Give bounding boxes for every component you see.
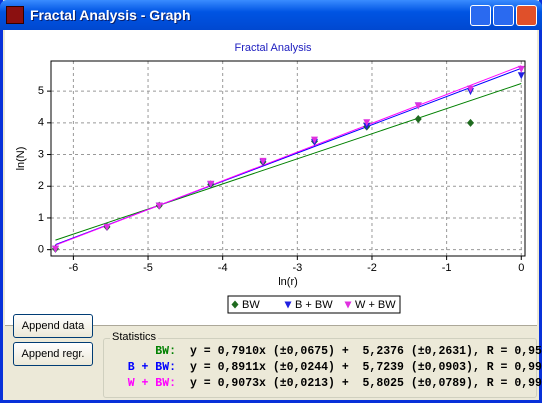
legend-label: W + BW [355,299,396,311]
stat-row: B + BW: y = 0,8911x (±0,0244) + 5,7239 (±… [104,361,542,377]
stat-row: BW: y = 0,7910x (±0,0675) + 5,2376 (±0,26… [104,345,542,361]
x-axis-label: ln(r) [278,276,298,288]
chart: Fractal Analysis -6 -5 -4 -3 -2 -1 0 0 1 2 3 4 5 ln(r)… [15,42,526,314]
stat-label: BW: [155,345,176,358]
stat-formula: y = 0,9073x (±0,0213) + 5,8025 (±0,0789)… [190,377,542,390]
y-tick-label: 3 [38,148,44,160]
point [467,85,475,93]
legend-box [227,295,401,314]
point [414,102,422,110]
legend-marker [344,301,352,309]
chart-panel: Fractal Analysis -6 -5 -4 -3 -2 -1 0 0 1 2 3 4 5 ln(r)… [5,30,537,326]
regression-line [55,65,522,246]
y-tick-label: 4 [38,117,44,129]
stat-formula: y = 0,8911x (±0,0244) + 5,7239 (±0,0903)… [190,361,542,374]
point [414,115,422,124]
x-tick-label: -2 [367,262,377,274]
minimize-button[interactable] [470,5,491,26]
point [517,72,525,80]
stat-label: W + BW: [127,377,176,390]
y-tick-label: 2 [38,180,44,192]
x-tick-label: -1 [442,262,452,274]
point [207,180,215,188]
statistics-group: Statistics BW: y = 0,7910x (±0,0675) + 5,… [103,331,542,398]
close-button[interactable] [516,5,537,26]
x-tick-label: -3 [292,262,302,274]
legend-marker [231,300,239,309]
point [363,123,371,130]
app-icon [6,6,24,24]
x-tick-label: -6 [69,262,79,274]
point [363,119,371,127]
group-title: Statistics [110,331,159,343]
stat-formula: y = 0,7910x (±0,0675) + 5,2376 (±0,2631)… [190,345,542,358]
legend-marker [284,301,292,309]
x-tick-label: -5 [143,262,153,274]
y-tick-label: 5 [38,85,44,97]
y-tick-label: 1 [38,212,44,224]
point [517,65,525,73]
maximize-button[interactable] [493,5,514,26]
point [310,136,318,144]
y-axis-label: ln(N) [15,147,27,171]
point [51,245,59,253]
legend-label: B + BW [295,299,333,311]
title-bar: Fractal Analysis - Graph [0,0,542,30]
legend: BW B + BW W + BW [227,295,401,314]
chart-title: Fractal Analysis [234,42,312,54]
window-title: Fractal Analysis - Graph [30,7,191,23]
legend-label: BW [242,299,260,311]
append-data-button[interactable]: Append data [13,314,93,338]
point [467,118,475,127]
y-tick-label: 0 [38,244,44,256]
append-regr-button[interactable]: Append regr. [13,342,93,366]
stat-label: B + BW: [127,361,176,374]
x-tick-label: -4 [218,262,228,274]
plot-frame [50,60,526,257]
stat-row: W + BW: y = 0,9073x (±0,0213) + 5,8025 (±… [104,377,542,393]
point [103,223,111,231]
point [155,202,163,210]
regression-line [55,83,522,241]
point [259,157,267,165]
x-tick-label: 0 [518,262,524,274]
